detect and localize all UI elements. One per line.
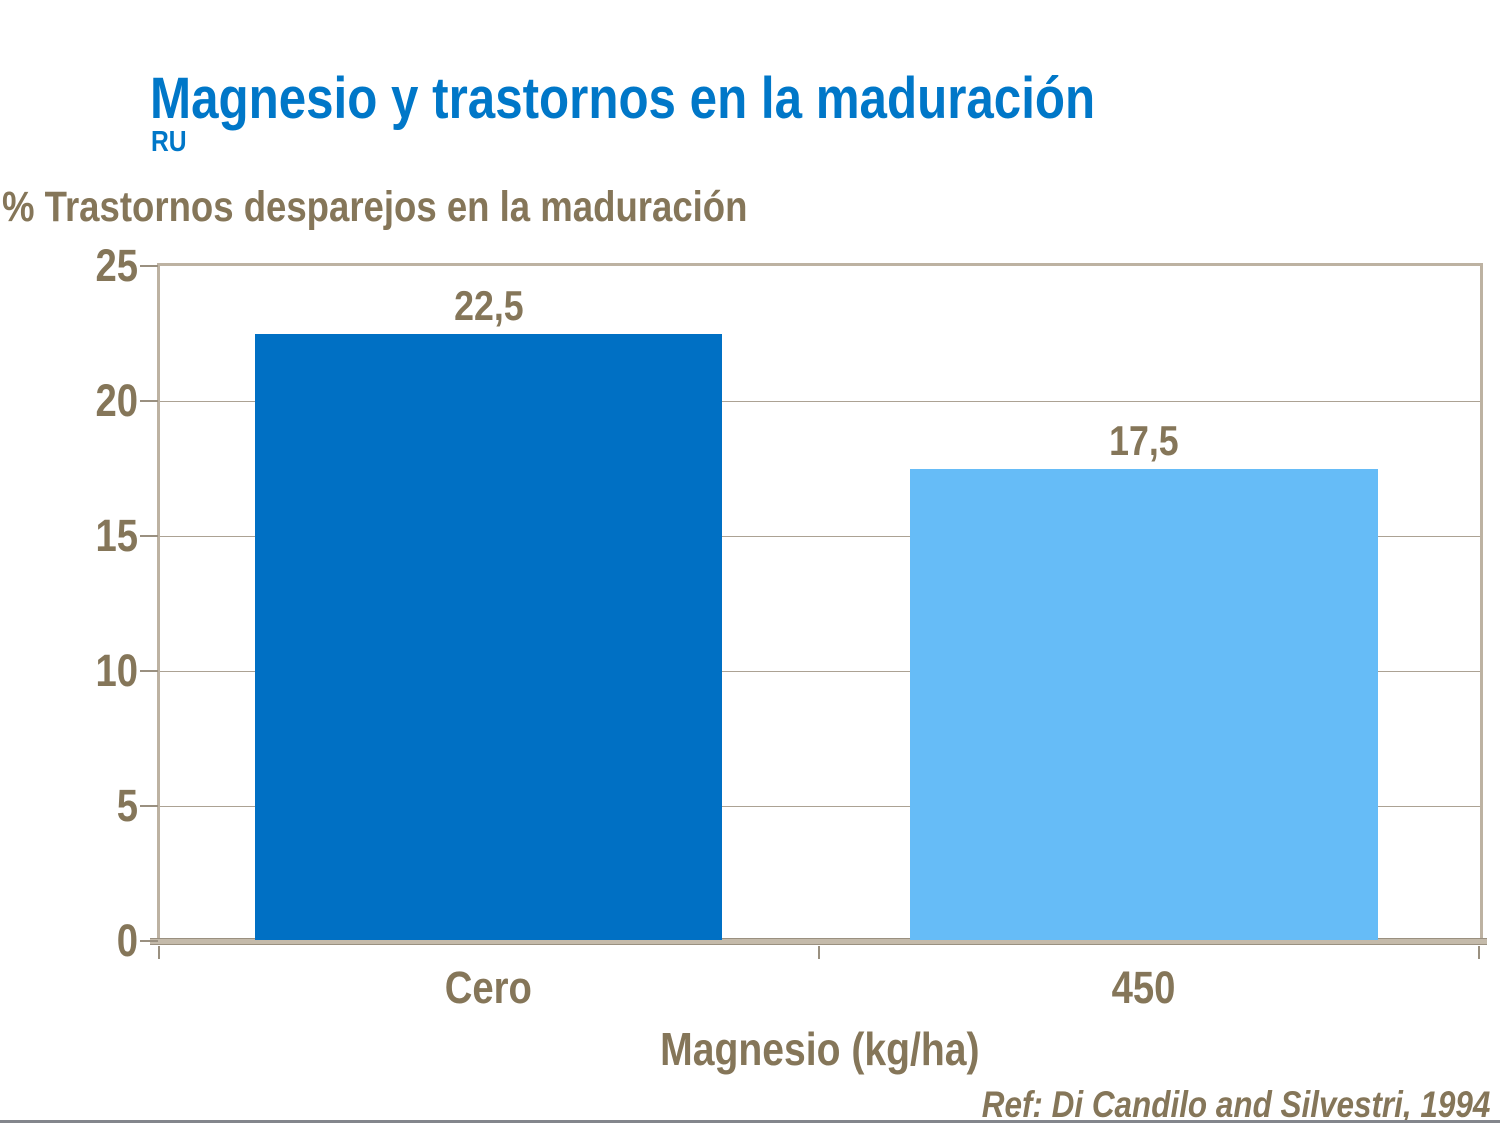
y-tick-0	[140, 940, 158, 942]
slide-title-text: Magnesio y trastornos en la maduración	[150, 66, 1096, 131]
x-axis-title-text: Magnesio (kg/ha)	[660, 1023, 980, 1075]
gridline-5	[160, 805, 1480, 807]
bar-value-label-450: 17,5	[910, 416, 1378, 464]
x-axis-line	[150, 938, 1487, 945]
chart-title: % Trastornos desparejos en la maduración	[2, 183, 879, 231]
x-tick-0	[158, 946, 160, 959]
y-tick-label-10-text: 10	[95, 645, 138, 696]
y-tick-25	[140, 265, 158, 267]
slide-title: Magnesio y trastornos en la maduración	[150, 68, 1262, 130]
y-tick-label-20-text: 20	[95, 375, 138, 426]
gridline-15	[160, 535, 1480, 537]
y-tick-label-10: 10	[28, 648, 138, 694]
reference-text-inner: Ref: Di Candilo and Silvestri, 1994	[981, 1084, 1490, 1125]
bar-value-label-Cero: 22,5	[255, 281, 722, 329]
reference-text: Ref: Di Candilo and Silvestri, 1994	[0, 1085, 1490, 1125]
y-tick-label-15-text: 15	[95, 510, 138, 561]
y-tick-20	[140, 400, 158, 402]
y-tick-label-0-text: 0	[116, 915, 138, 966]
y-tick-label-5-text: 5	[116, 780, 138, 831]
x-tick-2	[1478, 946, 1480, 959]
chart-title-text: % Trastornos desparejos en la maduración	[2, 183, 748, 231]
bar-450	[910, 468, 1378, 940]
y-tick-label-15: 15	[28, 513, 138, 559]
y-tick-label-20: 20	[28, 378, 138, 424]
bar-Cero	[255, 333, 722, 940]
slide-subtitle: RU	[151, 126, 193, 158]
x-tick-1	[818, 946, 820, 959]
y-tick-label-5: 5	[28, 783, 138, 829]
bar-value-label-450-text: 17,5	[1109, 416, 1179, 464]
y-tick-10	[140, 670, 158, 672]
x-category-label-450: 450	[910, 963, 1378, 1013]
x-axis-title: Magnesio (kg/ha)	[160, 1024, 1480, 1074]
y-tick-5	[140, 805, 158, 807]
y-tick-label-25: 25	[28, 243, 138, 289]
x-category-label-Cero: Cero	[255, 963, 722, 1013]
gridline-10	[160, 670, 1480, 672]
bar-value-label-Cero-text: 22,5	[453, 281, 524, 329]
slide-subtitle-text: RU	[151, 126, 187, 158]
y-tick-label-0: 0	[28, 918, 138, 964]
gridline-20	[160, 400, 1480, 402]
y-tick-label-25-text: 25	[95, 240, 138, 291]
y-tick-15	[140, 535, 158, 537]
bottom-divider	[0, 1120, 1500, 1123]
x-category-label-Cero-text: Cero	[444, 962, 533, 1013]
x-category-label-450-text: 450	[1112, 962, 1176, 1013]
